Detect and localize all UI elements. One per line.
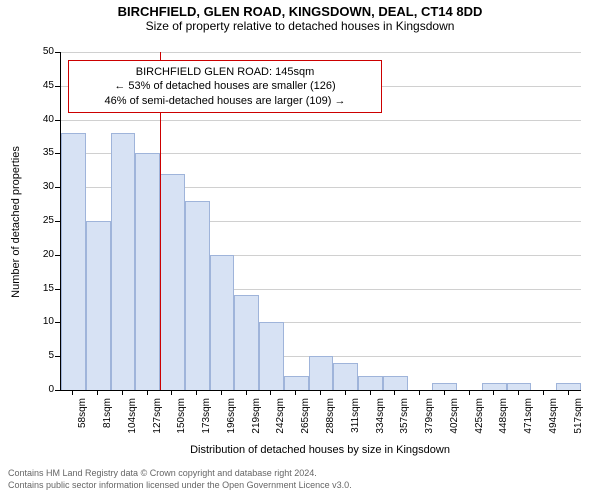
histogram-bar [135,153,160,390]
annotation-line: ← 53% of detached houses are smaller (12… [77,79,373,93]
chart-subtitle: Size of property relative to detached ho… [0,19,600,33]
y-tick-mark [55,255,60,256]
x-tick-mark [568,390,569,395]
y-tick-label: 10 [30,316,54,327]
x-tick-label: 379sqm [424,398,435,448]
histogram-bar [111,133,136,390]
x-tick-label: 288sqm [325,398,336,448]
histogram-bar [333,363,358,390]
x-tick-label: 173sqm [201,398,212,448]
y-tick-mark [55,390,60,391]
annotation-box: BIRCHFIELD GLEN ROAD: 145sqm← 53% of det… [68,60,382,113]
x-tick-mark [196,390,197,395]
x-tick-label: 265sqm [300,398,311,448]
y-tick-label: 40 [30,114,54,125]
x-tick-mark [543,390,544,395]
x-tick-mark [370,390,371,395]
x-tick-label: 58sqm [77,398,88,448]
y-tick-label: 50 [30,46,54,57]
y-tick-label: 20 [30,249,54,260]
x-tick-mark [320,390,321,395]
x-tick-mark [72,390,73,395]
histogram-bar [86,221,111,390]
histogram-bar [556,383,581,390]
histogram-bar [309,356,334,390]
histogram-bar [507,383,532,390]
x-tick-label: 334sqm [375,398,386,448]
x-tick-label: 471sqm [523,398,534,448]
x-tick-mark [246,390,247,395]
y-tick-label: 25 [30,215,54,226]
x-tick-label: 402sqm [449,398,460,448]
x-tick-mark [97,390,98,395]
x-tick-mark [469,390,470,395]
x-tick-label: 311sqm [350,398,361,448]
x-tick-mark [295,390,296,395]
y-tick-mark [55,120,60,121]
x-tick-mark [171,390,172,395]
y-tick-label: 0 [30,384,54,395]
footer-line: Contains HM Land Registry data © Crown c… [8,468,352,480]
y-tick-mark [55,322,60,323]
footer-line: Contains public sector information licen… [8,480,352,492]
histogram-bar [61,133,86,390]
histogram-bar [432,383,457,390]
y-tick-mark [55,356,60,357]
x-tick-mark [444,390,445,395]
chart-title: BIRCHFIELD, GLEN ROAD, KINGSDOWN, DEAL, … [0,4,600,19]
y-tick-mark [55,86,60,87]
x-tick-mark [419,390,420,395]
x-tick-mark [518,390,519,395]
y-tick-mark [55,52,60,53]
x-tick-label: 127sqm [152,398,163,448]
annotation-line: BIRCHFIELD GLEN ROAD: 145sqm [77,65,373,79]
x-tick-label: 448sqm [498,398,509,448]
histogram-bar [482,383,507,390]
y-tick-label: 45 [30,80,54,91]
y-tick-mark [55,289,60,290]
chart-footer: Contains HM Land Registry data © Crown c… [8,468,352,491]
x-tick-mark [345,390,346,395]
histogram-bar [259,322,284,390]
histogram-bar [210,255,235,390]
histogram-bar [234,295,259,390]
x-tick-label: 219sqm [251,398,262,448]
x-tick-label: 196sqm [226,398,237,448]
x-tick-mark [221,390,222,395]
grid-line [61,52,581,53]
y-tick-label: 5 [30,350,54,361]
x-tick-mark [122,390,123,395]
y-tick-mark [55,153,60,154]
x-tick-mark [270,390,271,395]
histogram-bar [358,376,383,390]
histogram-bar [160,174,185,390]
histogram-bar [284,376,309,390]
x-tick-label: 150sqm [176,398,187,448]
histogram-bar [383,376,408,390]
x-tick-mark [493,390,494,395]
x-tick-label: 357sqm [399,398,410,448]
x-tick-label: 242sqm [275,398,286,448]
x-tick-mark [394,390,395,395]
y-tick-mark [55,221,60,222]
histogram-bar [185,201,210,390]
x-tick-label: 425sqm [474,398,485,448]
y-tick-mark [55,187,60,188]
grid-line [61,120,581,121]
x-tick-label: 517sqm [573,398,584,448]
x-tick-label: 494sqm [548,398,559,448]
x-tick-mark [147,390,148,395]
y-axis-label: Number of detached properties [10,53,22,391]
x-tick-label: 81sqm [102,398,113,448]
y-tick-label: 15 [30,283,54,294]
y-tick-label: 30 [30,181,54,192]
annotation-line: 46% of semi-detached houses are larger (… [77,94,373,108]
x-tick-label: 104sqm [127,398,138,448]
y-tick-label: 35 [30,147,54,158]
